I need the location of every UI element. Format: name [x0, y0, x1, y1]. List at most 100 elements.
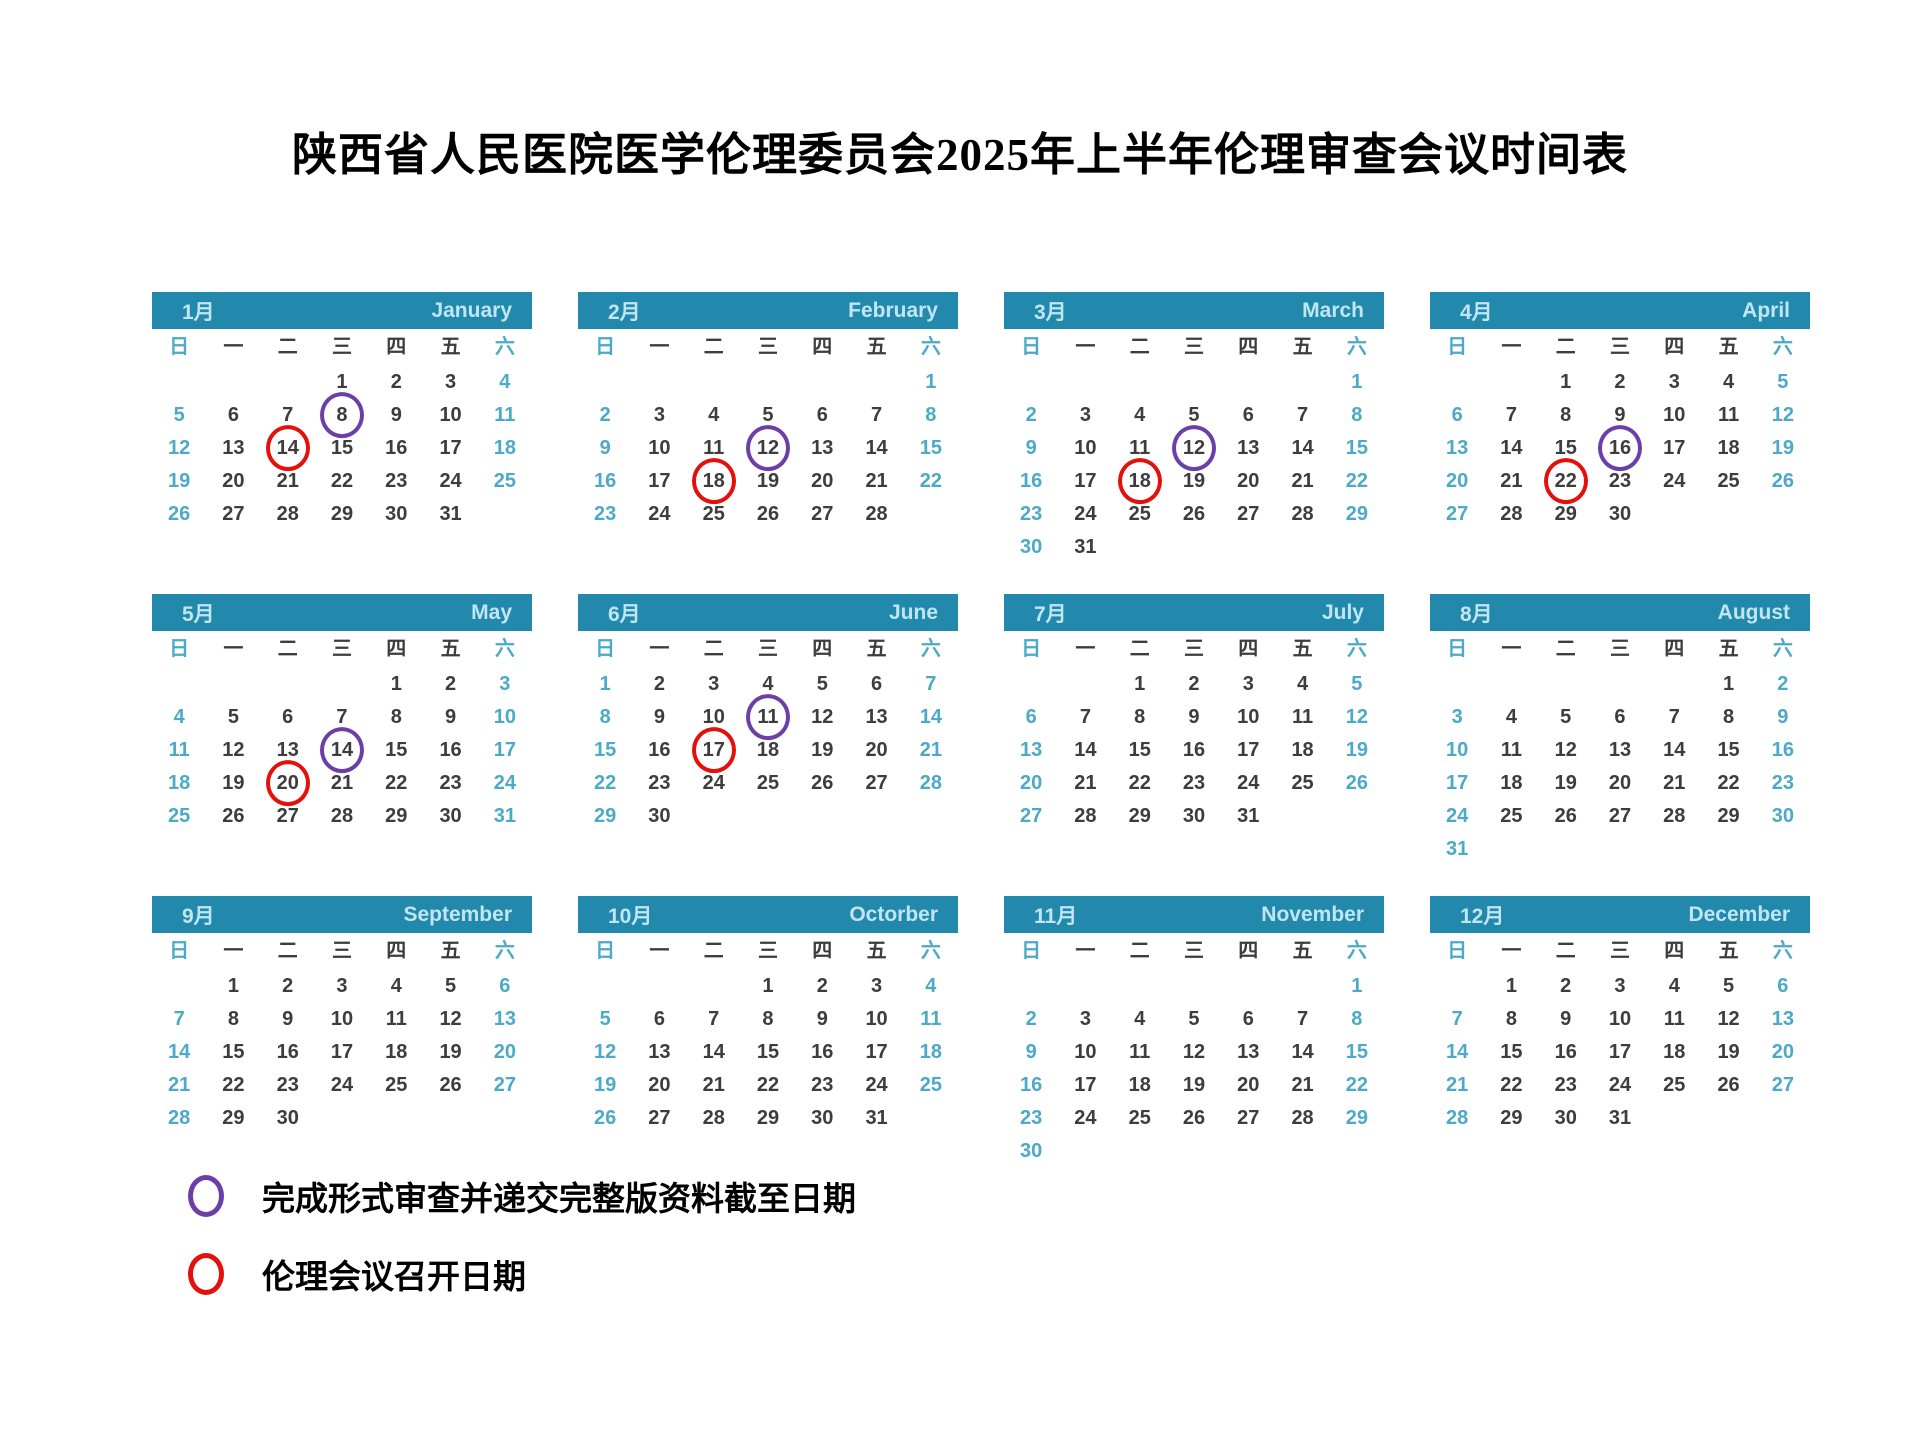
day-cell: 12	[1167, 424, 1221, 471]
weekday-label: 一	[1501, 336, 1522, 358]
day-cell: 27	[1237, 503, 1260, 525]
weekday-label: 四	[812, 336, 833, 358]
day-cell: 15	[222, 1041, 245, 1063]
day-cell: 28	[1446, 1107, 1469, 1129]
day-cell: 15	[1345, 1041, 1368, 1063]
day-cell: 21	[1291, 470, 1314, 492]
day-cell: 13	[1020, 739, 1043, 761]
weekday-label: 四	[1238, 940, 1259, 962]
day-cell: 18	[1291, 739, 1314, 761]
day-cell: 17	[1074, 470, 1097, 492]
weekday-label: 四	[812, 940, 833, 962]
day-cell: 26	[1717, 1074, 1740, 1096]
day-cell: 5	[1188, 1008, 1200, 1030]
day-cell: 25	[756, 772, 780, 794]
weekday-label: 三	[1609, 940, 1630, 962]
day-cell: 16	[594, 470, 617, 492]
day-cell: 30	[276, 1107, 299, 1129]
weekday-header-row: 日一二三四五六	[1430, 631, 1810, 668]
day-cell: 13	[811, 437, 834, 459]
day-cell: 13	[222, 437, 245, 459]
week-row: 28 29 30 31	[1430, 1102, 1810, 1135]
empty-day-cell	[1113, 1135, 1167, 1168]
weekday-label: 日	[1447, 940, 1468, 962]
week-row: 1	[1004, 970, 1384, 1003]
day-cell: 30	[1020, 1140, 1043, 1162]
submission-deadline-circle	[1171, 424, 1216, 471]
day-cell: 22	[385, 772, 408, 794]
weekday-label: 六	[494, 336, 515, 358]
day-cell: 19	[1771, 437, 1794, 459]
weekday-label: 一	[223, 638, 244, 660]
day-cell: 17	[1237, 739, 1260, 761]
empty-day-cell	[1647, 833, 1701, 866]
day-cell: 23	[648, 772, 671, 794]
day-cell: 27	[1608, 805, 1632, 827]
day-cell: 3	[445, 371, 457, 393]
empty-day-cell	[1756, 1102, 1810, 1135]
day-cell: 7	[336, 706, 348, 728]
day-cell: 27	[222, 503, 245, 525]
day-cell: 27	[276, 805, 299, 827]
weekday-label: 二	[1555, 638, 1576, 660]
day-cell: 21	[1446, 1074, 1469, 1096]
weekday-label: 五	[866, 638, 887, 660]
empty-day-cell	[1167, 366, 1221, 399]
empty-day-cell	[1275, 800, 1329, 833]
day-cell: 25	[1717, 470, 1740, 492]
week-row: 5 6 7 8 9 10 11	[152, 391, 532, 438]
month-title-cn: 11月	[1034, 904, 1078, 928]
month-header: 10月 Octorber	[578, 896, 958, 933]
month-title-en: Octorber	[849, 902, 938, 926]
day-cell: 22	[1500, 1074, 1523, 1096]
day-cell: 21	[168, 1074, 191, 1096]
week-row: 13 14 15 16 17 18 19	[1004, 734, 1384, 767]
weekday-label: 四	[386, 940, 407, 962]
day-cell: 8	[1560, 404, 1572, 426]
day-cell: 2	[390, 371, 402, 393]
day-cell: 23	[1182, 772, 1206, 794]
day-cell: 19	[439, 1041, 462, 1063]
weekday-label: 三	[1183, 940, 1204, 962]
day-cell: 14	[865, 437, 888, 459]
day-cell: 20	[1771, 1041, 1794, 1063]
weekday-label: 三	[331, 336, 352, 358]
month-title-cn: 1月	[182, 300, 215, 324]
day-cell: 10	[1074, 1041, 1097, 1063]
day-cell: 30	[1182, 805, 1206, 827]
day-cell: 14	[919, 706, 942, 728]
month-title-en: May	[471, 600, 512, 624]
day-cell: 26	[1554, 805, 1577, 827]
day-cell: 26	[439, 1074, 462, 1096]
month-title-en: August	[1717, 600, 1790, 624]
day-cell: 11	[1500, 739, 1522, 761]
week-row: 14 15 16 17 18 19 20	[152, 1036, 532, 1069]
day-cell: 25	[702, 503, 725, 525]
day-cell: 11	[920, 1008, 942, 1030]
empty-day-cell	[741, 366, 795, 399]
day-cell: 18	[1717, 437, 1740, 459]
day-cell: 6	[1025, 706, 1037, 728]
day-cell: 6	[816, 404, 828, 426]
day-cell: 3	[871, 975, 883, 997]
day-cell: 26	[1771, 470, 1794, 492]
day-cell: 20	[648, 1074, 671, 1096]
weekday-label: 五	[440, 638, 461, 660]
day-cell: 25	[385, 1074, 408, 1096]
weekday-label: 日	[595, 638, 616, 660]
week-row: 31	[1430, 833, 1810, 866]
day-cell: 8	[1351, 1008, 1363, 1030]
week-row: 30	[1004, 1135, 1384, 1168]
weekday-label: 五	[1718, 940, 1739, 962]
day-cell: 16	[1554, 1041, 1577, 1063]
empty-day-cell	[1539, 668, 1593, 701]
empty-day-cell	[261, 366, 315, 399]
day-cell: 16	[1020, 1074, 1043, 1096]
weekday-label: 日	[1021, 336, 1042, 358]
day-cell: 10	[1446, 739, 1469, 761]
week-row: 15 16 17 18 19 20 21	[578, 726, 958, 773]
day-cell: 20	[811, 470, 834, 492]
month-title-cn: 12月	[1460, 904, 1505, 928]
weekday-label: 二	[277, 638, 298, 660]
